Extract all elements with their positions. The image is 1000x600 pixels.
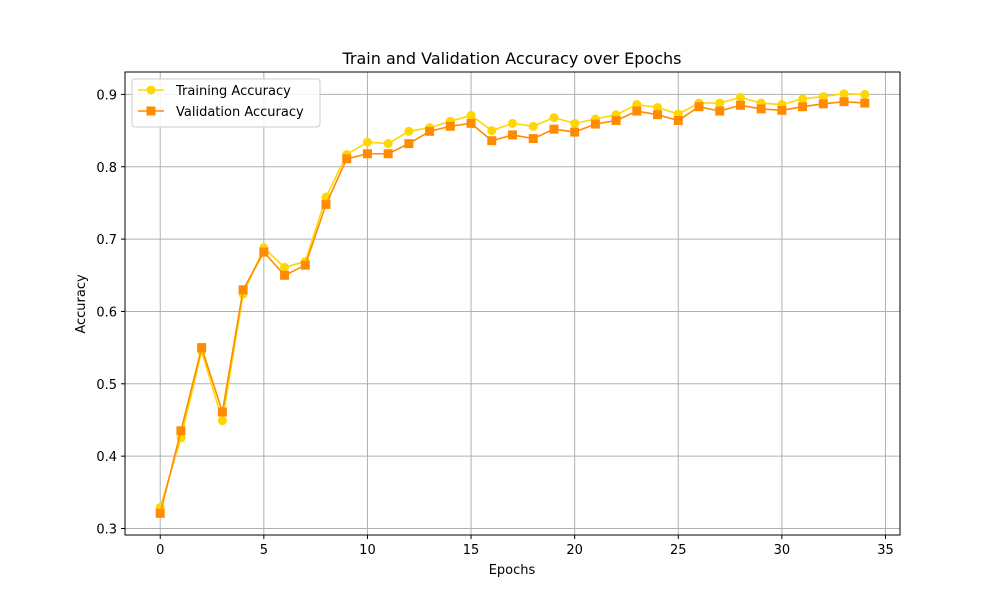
- data-point: [860, 89, 870, 99]
- data-point: [756, 104, 766, 114]
- data-point: [632, 106, 642, 116]
- grid: [125, 72, 900, 535]
- data-point: [570, 118, 580, 128]
- x-tick-label: 15: [463, 543, 480, 558]
- legend-marker: [146, 85, 156, 95]
- x-tick-label: 35: [877, 543, 894, 558]
- data-point: [818, 92, 828, 102]
- data-point: [487, 136, 497, 146]
- data-point: [155, 508, 165, 518]
- y-axis-label: Accuracy: [74, 274, 89, 334]
- data-point: [217, 416, 227, 426]
- data-point: [217, 407, 227, 417]
- data-point: [362, 137, 372, 147]
- data-point: [549, 124, 559, 134]
- data-point: [404, 139, 414, 149]
- x-axis-ticks: 0 5 10 15 20 25 30 35: [156, 535, 894, 558]
- legend-item: Validation Accuracy: [138, 105, 304, 120]
- data-point: [735, 100, 745, 110]
- data-point: [818, 99, 828, 109]
- data-point: [383, 139, 393, 149]
- data-point: [445, 121, 455, 131]
- legend: Training Accuracy Validation Accuracy: [131, 78, 321, 128]
- series-layer: [155, 89, 870, 518]
- data-point: [839, 97, 849, 107]
- data-point: [653, 102, 663, 112]
- y-tick-label: 0.7: [96, 233, 117, 248]
- x-tick-label: 10: [359, 543, 376, 558]
- x-axis-label: Epochs: [489, 563, 536, 578]
- data-point: [549, 113, 559, 123]
- data-point: [425, 126, 435, 136]
- data-point: [715, 106, 725, 116]
- data-point: [362, 149, 372, 159]
- plot-frame: [124, 71, 901, 536]
- data-point: [508, 118, 517, 128]
- y-tick-label: 0.3: [96, 522, 117, 537]
- data-point: [259, 247, 269, 257]
- data-point: [487, 126, 497, 136]
- data-point: [798, 94, 808, 104]
- data-point: [735, 92, 745, 102]
- data-point: [715, 98, 725, 108]
- legend-box: [131, 78, 321, 128]
- data-point: [528, 121, 538, 131]
- data-point: [798, 102, 808, 112]
- data-point: [570, 127, 580, 137]
- chart-title: Train and Validation Accuracy over Epoch…: [342, 49, 682, 68]
- x-tick-label: 25: [670, 543, 687, 558]
- legend-label: Validation Accuracy: [176, 105, 304, 120]
- x-tick-label: 20: [566, 543, 583, 558]
- data-point: [694, 102, 704, 112]
- legend-marker: [146, 106, 156, 116]
- series-validation: [155, 97, 870, 518]
- data-point: [653, 110, 663, 120]
- y-tick-label: 0.5: [96, 378, 117, 393]
- data-point: [197, 343, 207, 353]
- data-point: [404, 126, 414, 136]
- data-point: [466, 110, 476, 120]
- data-point: [508, 130, 517, 140]
- y-tick-label: 0.8: [96, 161, 117, 176]
- data-point: [839, 89, 849, 99]
- data-point: [321, 199, 331, 209]
- data-point: [383, 149, 393, 159]
- x-tick-label: 5: [260, 543, 268, 558]
- data-point: [860, 98, 870, 108]
- data-point: [466, 118, 476, 128]
- data-point: [238, 285, 248, 295]
- data-point: [777, 105, 787, 115]
- data-point: [673, 115, 683, 125]
- data-point: [300, 260, 310, 270]
- x-tick-label: 0: [156, 543, 164, 558]
- data-point: [280, 262, 290, 272]
- data-point: [342, 154, 352, 164]
- y-tick-label: 0.6: [96, 305, 117, 320]
- data-point: [611, 115, 621, 125]
- data-point: [528, 134, 538, 144]
- x-tick-label: 30: [774, 543, 791, 558]
- legend-item: Training Accuracy: [138, 84, 291, 99]
- y-tick-label: 0.9: [96, 88, 117, 103]
- legend-label: Training Accuracy: [175, 84, 291, 99]
- data-point: [590, 119, 600, 129]
- data-point: [176, 426, 186, 436]
- data-point: [280, 270, 290, 280]
- y-tick-label: 0.4: [96, 450, 117, 465]
- y-axis-ticks: 0.3 0.4 0.5 0.6 0.7 0.8 0.9: [96, 88, 125, 537]
